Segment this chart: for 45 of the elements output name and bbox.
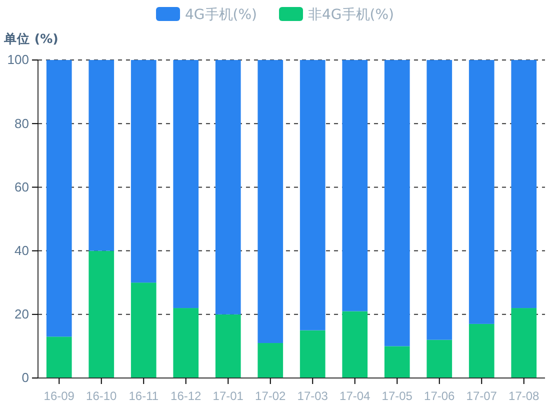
bar <box>258 60 284 344</box>
x-tick-label: 17-02 <box>255 389 286 404</box>
x-tick-label: 17-05 <box>382 389 413 404</box>
bar <box>173 308 199 378</box>
y-tick-label: 60 <box>14 179 29 194</box>
legend-label: 非4G手机(%) <box>308 7 394 23</box>
bar <box>468 60 494 324</box>
bar <box>46 336 72 378</box>
bar <box>88 250 114 378</box>
bar <box>511 308 537 378</box>
x-tick-label: 17-07 <box>466 389 498 404</box>
y-tick-label: 20 <box>14 306 29 322</box>
x-tick-label: 16-10 <box>86 389 118 404</box>
bar <box>300 60 326 330</box>
y-tick-label: 40 <box>14 242 29 258</box>
bar <box>130 282 156 378</box>
bar <box>88 60 114 251</box>
bar <box>384 346 410 378</box>
bar <box>258 343 284 378</box>
y-tick-label: 0 <box>22 370 29 386</box>
bar <box>384 60 410 346</box>
bar <box>130 60 156 283</box>
bar <box>46 60 72 337</box>
y-axis-title: 单位 (%) <box>3 31 58 46</box>
bar <box>342 311 368 378</box>
y-tick-label: 100 <box>7 52 29 68</box>
x-tick-label: 16-12 <box>170 389 202 404</box>
x-tick-label: 17-01 <box>212 389 244 404</box>
bar <box>342 60 368 312</box>
x-tick-label: 17-03 <box>297 389 328 404</box>
bar <box>173 60 199 308</box>
bar <box>468 324 494 378</box>
x-tick-label: 17-08 <box>508 389 540 404</box>
bar <box>215 314 241 378</box>
bar <box>426 340 452 378</box>
x-tick-label: 16-09 <box>44 389 75 404</box>
y-tick-label: 80 <box>14 116 29 131</box>
bar <box>300 330 326 378</box>
x-tick-label: 17-06 <box>424 389 456 404</box>
bar <box>215 60 241 314</box>
x-tick-label: 16-11 <box>128 389 159 404</box>
x-tick-label: 17-04 <box>340 389 371 404</box>
bar <box>511 60 537 308</box>
bar <box>426 60 452 340</box>
legend-label: 4G手机(%) <box>185 7 257 23</box>
